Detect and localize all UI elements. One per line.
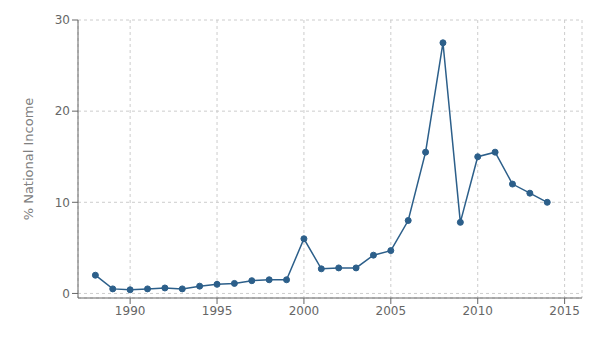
svg-text:2005: 2005: [376, 304, 407, 318]
svg-text:2010: 2010: [462, 304, 493, 318]
svg-text:1995: 1995: [202, 304, 233, 318]
svg-text:20: 20: [55, 104, 70, 118]
svg-text:2000: 2000: [289, 304, 320, 318]
svg-text:1990: 1990: [115, 304, 146, 318]
svg-text:30: 30: [55, 13, 70, 27]
svg-text:10: 10: [55, 196, 70, 210]
svg-text:2015: 2015: [549, 304, 580, 318]
svg-text:% National Income: % National Income: [21, 98, 36, 221]
svg-text:0: 0: [62, 287, 70, 301]
